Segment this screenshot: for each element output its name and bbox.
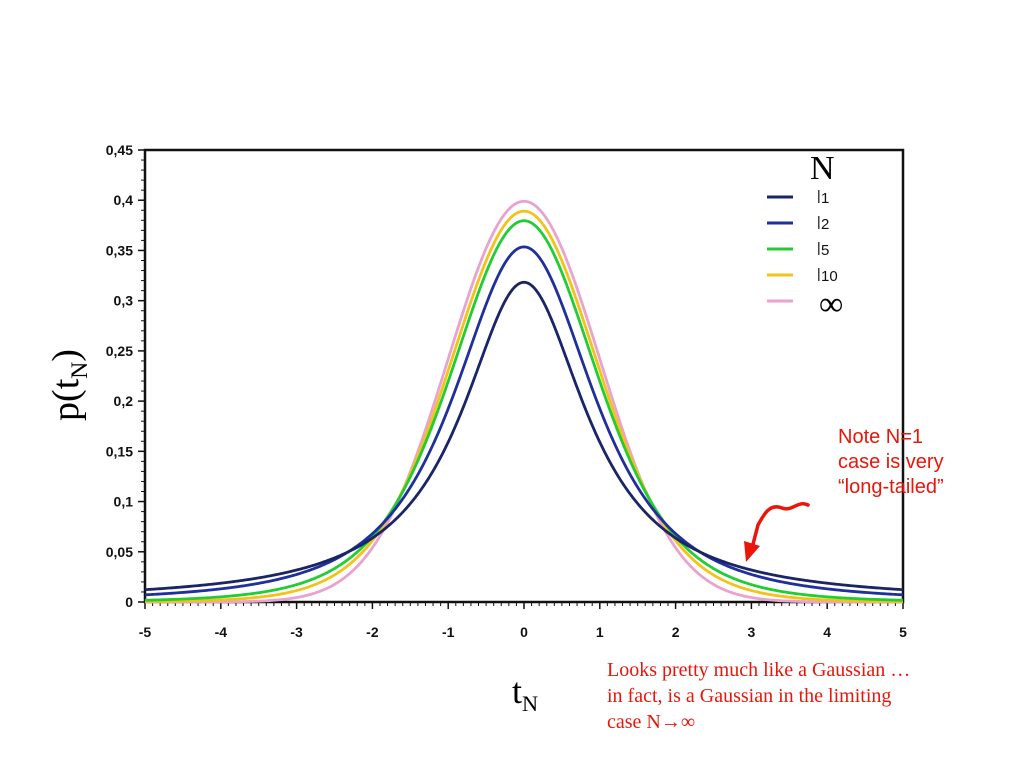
x-tick-label: 3: [748, 624, 756, 640]
series-line-2: [144, 245, 904, 597]
series-line-10: [144, 209, 904, 603]
y-tick-label: 0,1: [114, 494, 134, 510]
legend-label: 2: [821, 216, 829, 233]
legend-marker: [818, 190, 820, 203]
y-tick-label: 0,35: [106, 242, 133, 258]
note-arrowhead: [744, 541, 760, 562]
legend-label: 10: [821, 268, 838, 285]
legend-marker: [818, 216, 820, 229]
x-tick-label: -3: [290, 624, 303, 640]
x-tick-label: 0: [520, 624, 528, 640]
x-tick-label: -5: [139, 624, 152, 640]
legend-marker: [818, 242, 820, 255]
y-axis-label: p(tN): [45, 349, 93, 421]
note-arrow: [750, 502, 810, 550]
x-tick-label: 4: [823, 624, 831, 640]
y-tick-label: 0,45: [106, 142, 133, 158]
x-tick-label: -1: [442, 624, 455, 640]
legend-label: 1: [821, 190, 829, 207]
x-axis-label: tN: [512, 671, 539, 717]
y-tick-label: 0: [125, 594, 133, 610]
x-tick-label: 1: [596, 624, 604, 640]
plot-frame: [143, 148, 905, 604]
legend-marker: [818, 268, 820, 281]
x-tick-label: 5: [899, 624, 907, 640]
x-tick-label: -4: [215, 624, 228, 640]
y-tick-label: 0,2: [114, 393, 134, 409]
series-line-inf: [145, 199, 903, 604]
x-tick-label: -2: [366, 624, 379, 640]
y-tick-label: 0,4: [114, 192, 134, 208]
legend-label-infinity: ∞: [819, 286, 843, 323]
x-tick-label: 2: [672, 624, 680, 640]
y-tick-label: 0,15: [106, 443, 133, 459]
y-tick-label: 0,05: [106, 544, 133, 560]
gaussian-caption: Looks pretty much like a Gaussian … in f…: [607, 659, 911, 733]
series-line-1: [144, 280, 904, 592]
legend-label: 5: [821, 242, 829, 259]
legend-title: N: [810, 150, 835, 187]
series-line-5: [144, 219, 904, 602]
y-tick-label: 0,25: [106, 343, 133, 359]
long-tail-note: Note N=1 case is very “long-tailed”: [838, 426, 944, 498]
y-tick-label: 0,3: [114, 293, 134, 309]
